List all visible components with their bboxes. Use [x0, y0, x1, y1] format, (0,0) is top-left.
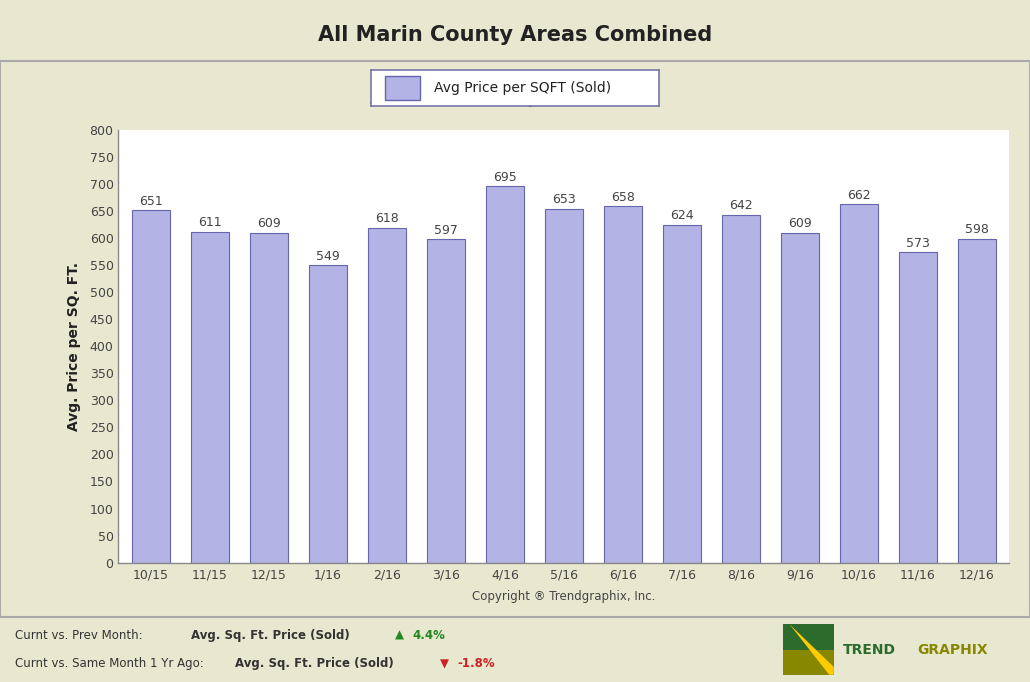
Polygon shape — [790, 625, 833, 674]
Bar — [426, 239, 466, 563]
Bar — [368, 228, 406, 563]
Bar — [839, 205, 879, 563]
Text: Curnt vs. Prev Month:: Curnt vs. Prev Month: — [15, 629, 147, 642]
Text: 695: 695 — [493, 170, 517, 183]
Text: TREND: TREND — [843, 642, 896, 657]
Text: 609: 609 — [258, 218, 281, 231]
Text: 651: 651 — [139, 194, 163, 207]
Text: All Residential Prop - All Lot Sizes: All Residential Prop - All Lot Sizes — [370, 92, 660, 107]
Bar — [662, 225, 701, 563]
Text: 653: 653 — [552, 194, 576, 207]
Bar — [722, 215, 760, 563]
Text: Curnt vs. Same Month 1 Yr Ago:: Curnt vs. Same Month 1 Yr Ago: — [15, 657, 208, 670]
Text: ▲: ▲ — [394, 629, 404, 642]
Text: ▼: ▼ — [440, 657, 449, 670]
Text: 573: 573 — [906, 237, 930, 250]
Text: 597: 597 — [434, 224, 458, 237]
Text: 611: 611 — [198, 216, 221, 229]
Text: Avg. Sq. Ft. Price (Sold): Avg. Sq. Ft. Price (Sold) — [235, 657, 398, 670]
Text: 609: 609 — [788, 218, 812, 231]
Text: 4.4%: 4.4% — [412, 629, 445, 642]
Bar — [385, 76, 420, 100]
Text: 624: 624 — [671, 209, 694, 222]
Bar — [309, 265, 347, 563]
X-axis label: Copyright ® Trendgraphix, Inc.: Copyright ® Trendgraphix, Inc. — [472, 589, 656, 602]
Bar — [249, 233, 288, 563]
Text: 598: 598 — [965, 223, 989, 236]
Bar — [191, 232, 229, 563]
Text: Avg Price per SQFT (Sold): Avg Price per SQFT (Sold) — [435, 81, 612, 95]
Text: Avg. Sq. Ft. Price (Sold): Avg. Sq. Ft. Price (Sold) — [191, 629, 353, 642]
Text: All Marin County Areas Combined: All Marin County Areas Combined — [318, 25, 712, 44]
Text: 618: 618 — [375, 212, 399, 225]
Text: 549: 549 — [316, 250, 340, 263]
Bar — [132, 210, 170, 563]
Bar — [545, 209, 583, 563]
Bar — [781, 233, 819, 563]
Y-axis label: Avg. Price per SQ. FT.: Avg. Price per SQ. FT. — [67, 262, 81, 430]
Bar — [783, 625, 833, 674]
Bar — [958, 239, 996, 563]
Bar — [899, 252, 937, 563]
Bar — [486, 186, 524, 563]
Text: 658: 658 — [611, 191, 634, 204]
Text: 662: 662 — [847, 189, 870, 202]
Text: GRAPHIX: GRAPHIX — [917, 642, 988, 657]
Text: -1.8%: -1.8% — [457, 657, 495, 670]
Bar — [604, 207, 642, 563]
Bar — [783, 649, 833, 674]
Text: 642: 642 — [729, 199, 753, 212]
